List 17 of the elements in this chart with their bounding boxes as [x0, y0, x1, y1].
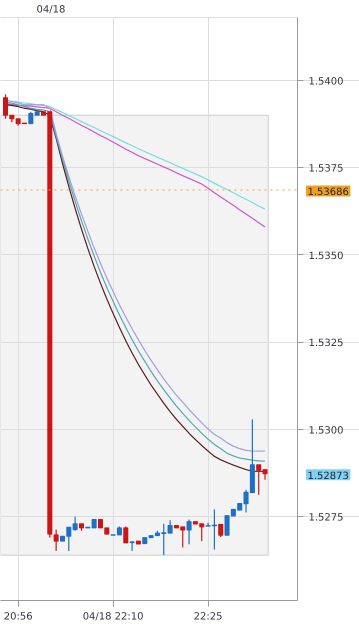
y-tick-label: 1.5325 [308, 338, 344, 350]
x-tick-label: 22:25 [194, 612, 222, 622]
y-tick-label: 1.5375 [308, 164, 344, 175]
x-tick-label: 20:56 [4, 612, 33, 622]
x-tick-label: 04/18 22:10 [82, 612, 144, 622]
y-tick-label: 1.5300 [308, 425, 344, 436]
candlestick [218, 524, 224, 538]
y-tick-label: 1.5275 [308, 512, 344, 524]
ref-line-label: 1.53686 [308, 186, 349, 198]
candlestick [54, 529, 59, 552]
y-tick-label: 1.5400 [308, 76, 344, 88]
y-tick-label: 1.5350 [308, 250, 344, 262]
candlestick [186, 518, 192, 545]
text: 04/18 [36, 4, 66, 16]
text: 1.52873 [308, 470, 349, 482]
candlestick [123, 526, 128, 544]
candlestick [130, 540, 135, 552]
